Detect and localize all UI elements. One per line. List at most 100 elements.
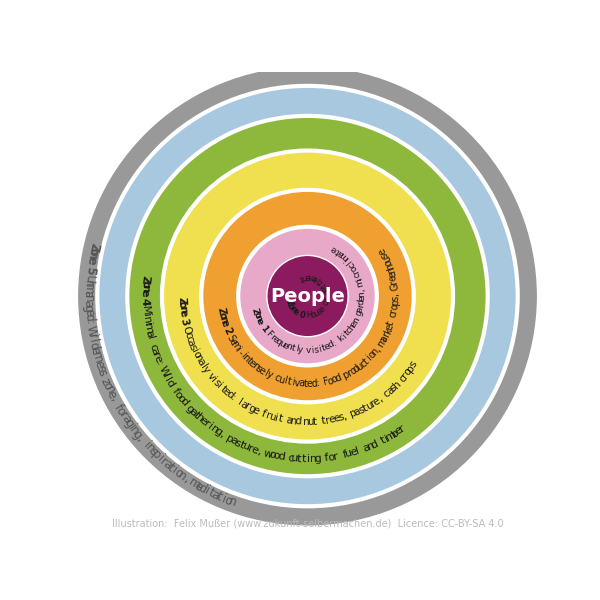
Text: e: e xyxy=(320,284,331,292)
Text: a: a xyxy=(143,329,155,338)
Text: l: l xyxy=(345,257,353,265)
Text: ,: , xyxy=(342,411,348,422)
Text: r: r xyxy=(346,368,353,379)
Text: r: r xyxy=(381,331,392,339)
Text: e: e xyxy=(311,273,319,283)
Text: t: t xyxy=(302,454,306,464)
Circle shape xyxy=(238,227,377,365)
Text: e: e xyxy=(218,319,230,328)
Text: e: e xyxy=(329,244,339,254)
Text: a: a xyxy=(285,415,293,426)
Text: s: s xyxy=(211,377,222,389)
Text: n: n xyxy=(127,424,142,437)
Text: u: u xyxy=(291,453,299,464)
Text: t: t xyxy=(320,343,327,353)
Text: p: p xyxy=(341,369,351,381)
Text: b: b xyxy=(389,427,401,440)
Text: e: e xyxy=(393,425,404,437)
Text: s: s xyxy=(146,445,160,459)
Text: n: n xyxy=(240,353,251,364)
Text: ,: , xyxy=(256,446,262,457)
Text: o: o xyxy=(176,301,187,309)
Text: e: e xyxy=(290,307,301,317)
Text: g: g xyxy=(314,454,322,464)
Text: m: m xyxy=(142,323,154,335)
Circle shape xyxy=(162,151,453,442)
Text: m: m xyxy=(228,339,242,352)
Text: h: h xyxy=(194,412,206,424)
Text: g: g xyxy=(82,304,95,312)
Text: o: o xyxy=(310,310,317,320)
Text: c: c xyxy=(397,373,409,384)
Text: g: g xyxy=(247,403,257,415)
Text: e: e xyxy=(257,365,267,377)
Text: Z: Z xyxy=(284,298,295,307)
Text: e: e xyxy=(377,246,389,256)
Text: r: r xyxy=(244,401,252,412)
Text: n: n xyxy=(141,316,152,324)
Text: u: u xyxy=(241,441,251,453)
Text: t: t xyxy=(343,329,352,338)
Text: n: n xyxy=(140,284,150,292)
Text: n: n xyxy=(365,440,376,452)
Text: n: n xyxy=(250,361,260,373)
Text: m: m xyxy=(355,277,365,287)
Text: o: o xyxy=(190,350,202,360)
Text: t: t xyxy=(334,246,341,256)
Text: r: r xyxy=(325,415,331,425)
Text: l: l xyxy=(355,446,361,456)
Text: o: o xyxy=(321,299,331,307)
Text: g: g xyxy=(212,426,224,438)
Text: h: h xyxy=(391,379,403,391)
Text: ,: , xyxy=(134,433,146,444)
Text: l: l xyxy=(283,376,287,386)
Text: g: g xyxy=(354,309,364,317)
Text: k: k xyxy=(382,326,394,335)
Text: Z: Z xyxy=(140,274,151,284)
Text: d: d xyxy=(196,481,209,496)
Text: o: o xyxy=(330,374,338,385)
Text: n: n xyxy=(303,417,310,427)
Text: e: e xyxy=(387,270,398,278)
Text: c: c xyxy=(382,388,392,400)
Text: d: d xyxy=(326,340,335,350)
Text: t: t xyxy=(244,356,254,367)
Text: o: o xyxy=(85,246,100,257)
Text: g: g xyxy=(184,403,196,415)
Text: h: h xyxy=(347,322,357,332)
Text: o: o xyxy=(216,311,227,320)
Text: i: i xyxy=(189,347,199,355)
Text: n: n xyxy=(369,347,381,358)
Text: o: o xyxy=(223,493,234,508)
Text: s: s xyxy=(95,368,109,378)
Text: o: o xyxy=(100,380,115,392)
Text: e: e xyxy=(91,358,106,370)
Text: n: n xyxy=(85,251,99,262)
Text: c: c xyxy=(388,311,398,319)
Text: a: a xyxy=(298,379,305,389)
Text: p: p xyxy=(149,448,164,463)
Text: u: u xyxy=(364,400,374,412)
Text: p: p xyxy=(349,407,358,419)
Text: ,: , xyxy=(373,344,383,353)
Text: i: i xyxy=(215,382,224,391)
Text: k: k xyxy=(336,334,346,344)
Text: e: e xyxy=(197,415,209,427)
Text: O: O xyxy=(181,325,193,336)
Text: 3: 3 xyxy=(179,317,190,326)
Text: s: s xyxy=(313,345,319,355)
Text: i: i xyxy=(311,346,314,355)
Text: i: i xyxy=(209,376,218,385)
Text: a: a xyxy=(352,406,362,418)
Text: e: e xyxy=(357,295,367,301)
Text: i: i xyxy=(233,345,242,353)
Text: n: n xyxy=(386,266,397,274)
Text: d: d xyxy=(334,373,343,384)
Text: m: m xyxy=(338,250,350,262)
Text: o: o xyxy=(327,452,335,463)
Text: i: i xyxy=(140,440,152,451)
Text: ,: , xyxy=(107,394,120,404)
Text: 0: 0 xyxy=(298,310,306,320)
Text: i: i xyxy=(142,322,152,327)
Text: e: e xyxy=(281,340,290,351)
